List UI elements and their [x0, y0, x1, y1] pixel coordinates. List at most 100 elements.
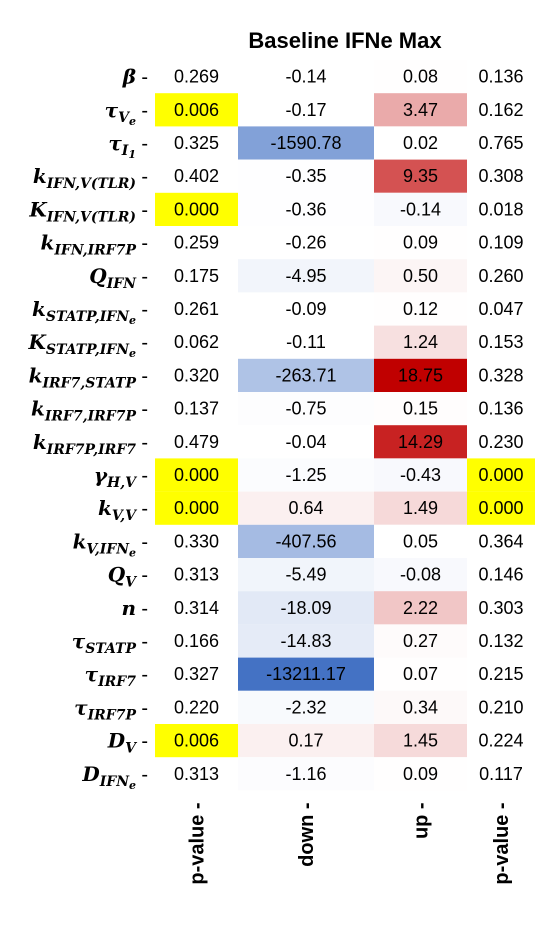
heat-cell	[155, 192, 238, 226]
cell-value: -2.32	[285, 697, 326, 717]
cell-value: 0.047	[478, 299, 523, 319]
heat-cell	[374, 259, 467, 293]
heat-cell	[374, 458, 467, 492]
cell-value: 0.259	[174, 233, 219, 253]
cell-value: 0.17	[288, 731, 323, 751]
heat-cell	[374, 724, 467, 758]
row-tick: -	[141, 764, 148, 786]
cell-value: 0.117	[479, 764, 523, 784]
cell-value: 0.09	[403, 764, 438, 784]
cell-value: 0.136	[478, 399, 523, 419]
row-label: kIRF7,STATP	[29, 363, 137, 391]
cell-value: 0.330	[174, 531, 219, 551]
row-tick: -	[141, 731, 148, 753]
cell-value: 1.45	[403, 731, 438, 751]
heat-cell	[155, 491, 238, 525]
heat-cell	[238, 392, 374, 426]
row-label: kV,IFNe	[73, 529, 136, 559]
cell-value: 9.35	[403, 166, 438, 186]
row-label: kIFN,IRF7P	[40, 231, 136, 259]
cell-value: 0.64	[288, 498, 323, 518]
cell-value: 0.269	[174, 67, 219, 87]
cell-value: -0.08	[400, 565, 441, 585]
cell-value: 0.364	[478, 531, 523, 551]
cell-value: -0.36	[285, 199, 326, 219]
heat-cell	[374, 292, 467, 326]
cell-value: -0.26	[285, 233, 326, 253]
row-tick: -	[141, 465, 148, 487]
cell-value: 0.162	[478, 100, 523, 120]
heat-cell	[374, 591, 467, 625]
cell-value: 0.327	[174, 664, 219, 684]
row-label: n	[121, 596, 136, 620]
cell-value: 0.07	[403, 664, 438, 684]
cell-value: 0.000	[174, 199, 219, 219]
cell-value: -0.75	[285, 399, 326, 419]
row-tick: -	[141, 133, 148, 155]
row-label: DIFNe	[81, 762, 136, 792]
cell-value: -407.56	[275, 531, 336, 551]
heat-cell	[238, 724, 374, 758]
cell-value: -13211.17	[266, 664, 346, 684]
row-tick: -	[141, 100, 148, 122]
cell-value: -263.71	[275, 365, 336, 385]
cell-value: 0.109	[478, 233, 523, 253]
heat-cell	[374, 657, 467, 691]
heat-cell	[155, 458, 238, 492]
cell-value: 0.02	[403, 133, 438, 153]
cell-value: 0.006	[174, 731, 219, 751]
cell-value: -18.09	[280, 598, 331, 618]
cell-value: -0.09	[285, 299, 326, 319]
column-label: down -	[296, 802, 318, 866]
heat-cell	[238, 425, 374, 459]
cell-value: 14.29	[398, 432, 443, 452]
row-tick: -	[141, 199, 148, 221]
heat-cell	[467, 491, 535, 525]
cell-value: -1.16	[285, 764, 326, 784]
heat-cell	[467, 458, 535, 492]
row-tick: -	[141, 166, 148, 188]
row-tick: -	[141, 498, 148, 520]
column-label: up -	[411, 802, 433, 839]
cell-value: 0.230	[478, 432, 523, 452]
heat-cell	[155, 93, 238, 127]
cell-value: 0.12	[403, 299, 438, 319]
cell-value: 0.402	[174, 166, 219, 186]
heat-cell	[238, 226, 374, 260]
row-label: DV	[107, 729, 138, 757]
cell-value: 0.34	[403, 697, 438, 717]
row-tick: -	[141, 332, 148, 354]
heat-cell	[238, 624, 374, 658]
chart-title: Baseline IFNe Max	[248, 28, 442, 53]
cell-value: 0.136	[478, 67, 523, 87]
cell-value: 0.261	[174, 299, 219, 319]
heat-cell	[238, 325, 374, 359]
cell-value: 0.000	[478, 498, 523, 518]
row-label: QIFN	[89, 264, 137, 292]
cell-value: -0.35	[285, 166, 326, 186]
row-tick: -	[141, 631, 148, 653]
cell-value: 0.08	[403, 67, 438, 87]
cell-value: -0.43	[400, 465, 441, 485]
heat-cell	[238, 126, 374, 160]
cell-value: 0.260	[478, 266, 523, 286]
column-label: p-value -	[187, 802, 209, 884]
cell-value: 0.320	[174, 365, 219, 385]
row-label: τSTATP	[72, 629, 137, 657]
cell-value: 0.146	[478, 565, 523, 585]
cell-value: 2.22	[403, 598, 438, 618]
row-label: KIFN,V(TLR)	[28, 197, 136, 225]
row-tick: -	[141, 399, 148, 421]
row-label: kV,V	[98, 496, 138, 524]
heat-cell	[374, 325, 467, 359]
heat-cell	[238, 558, 374, 592]
heat-cell	[238, 292, 374, 326]
row-label: kIRF7P,IRF7	[33, 430, 136, 458]
heat-cell	[374, 392, 467, 426]
row-tick: -	[141, 233, 148, 255]
row-tick: -	[141, 299, 148, 321]
cell-value: 0.314	[174, 598, 219, 618]
cell-value: 0.328	[478, 365, 523, 385]
cell-value: 0.313	[174, 764, 219, 784]
cell-value: 0.175	[174, 266, 219, 286]
